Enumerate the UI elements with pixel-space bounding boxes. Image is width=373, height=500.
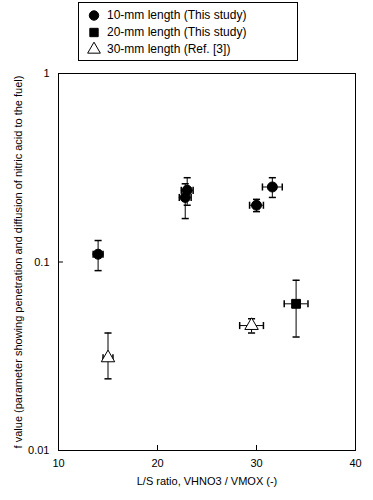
svg-text:20: 20 (151, 457, 163, 469)
html-text:30-mm length (Ref. [3]): 30-mm length (Ref. [3]) (107, 41, 231, 56)
html-text:20-mm length (This study): 20-mm length (This study) (107, 24, 247, 39)
svg-text:f value (parameter showing pen: f value (parameter showing penetration a… (12, 76, 24, 449)
svg-text:10: 10 (52, 457, 64, 469)
html-text:10-mm length (This study): 10-mm length (This study) (107, 7, 247, 22)
svg-text:30: 30 (250, 457, 262, 469)
svg-text:0.01: 0.01 (28, 444, 49, 456)
svg-text:0.1: 0.1 (34, 256, 49, 268)
svg-text:1: 1 (43, 67, 49, 79)
svg-text:L/S ratio, VHNO3 / VMOX (-): L/S ratio, VHNO3 / VMOX (-) (137, 475, 278, 487)
svg-text:40: 40 (349, 457, 361, 469)
